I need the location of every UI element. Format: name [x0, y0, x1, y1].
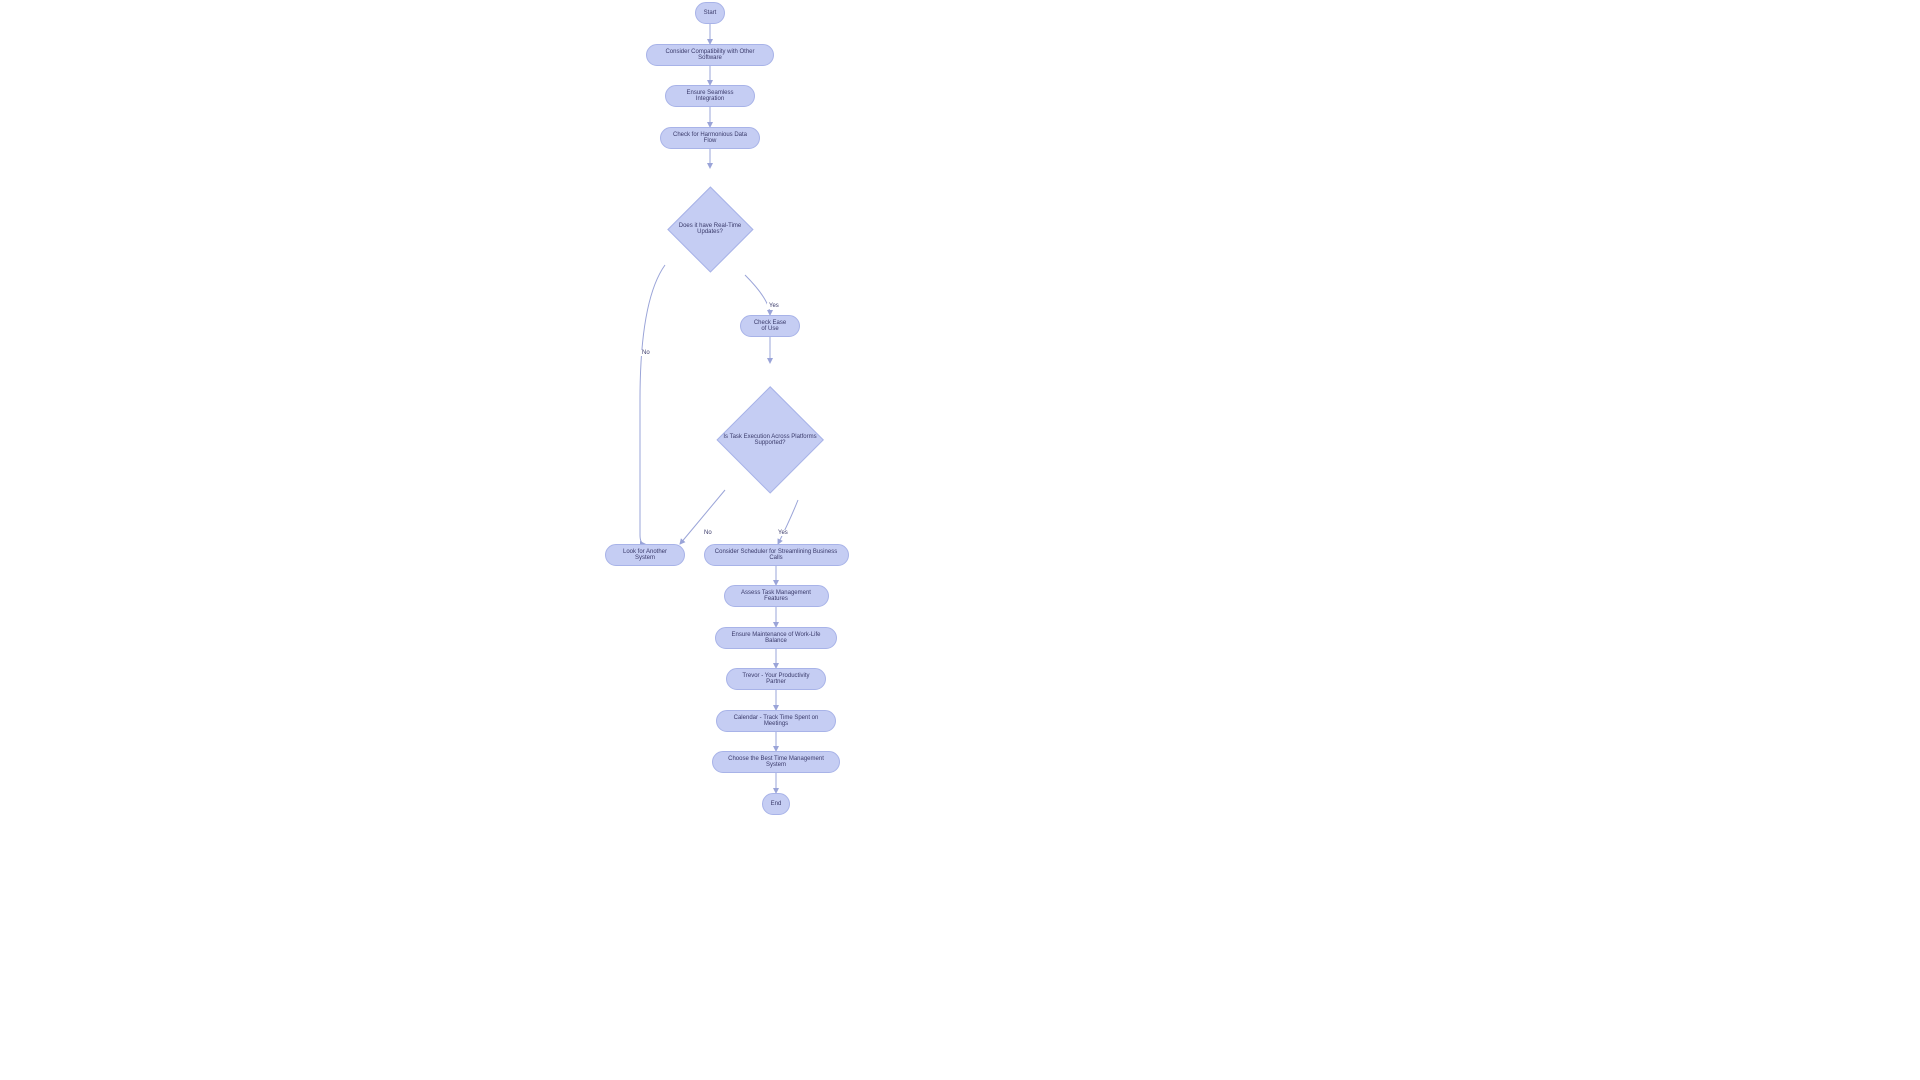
node-label: Assess Task Management Features [735, 590, 818, 602]
node-label: Does it have Real-Time Updates? [667, 223, 753, 235]
node-end: End [762, 793, 790, 815]
node-label: Consider Compatibility with Other Softwa… [657, 49, 763, 61]
node-worklife: Ensure Maintenance of Work-Life Balance [715, 627, 837, 649]
edge-label: No [640, 350, 652, 356]
node-label: Start [704, 10, 717, 16]
edge-label: Yes [776, 530, 790, 536]
node-another: Look for Another System [605, 544, 685, 566]
node-trevor: Trevor - Your Productivity Partner [726, 668, 826, 690]
edge-realtime-ease [745, 275, 770, 315]
node-start: Start [695, 2, 725, 24]
node-ease: Check Ease of Use [740, 315, 800, 337]
node-compat: Consider Compatibility with Other Softwa… [646, 44, 774, 66]
node-realtime: Does it have Real-Time Updates? [667, 186, 753, 272]
node-calendar: Calendar - Track Time Spent on Meetings [716, 710, 836, 732]
node-label: Consider Scheduler for Streamlining Busi… [715, 549, 838, 561]
node-label: End [771, 801, 782, 807]
node-choose: Choose the Best Time Management System [712, 751, 840, 773]
edge-label: Yes [767, 303, 781, 309]
edge-realtime-another [640, 265, 665, 544]
edges-svg [0, 0, 1920, 1080]
node-label: Is Task Execution Across Platforms Suppo… [716, 434, 824, 446]
node-label: Trevor - Your Productivity Partner [737, 673, 815, 685]
node-label: Look for Another System [616, 549, 674, 561]
node-integ: Ensure Seamless Integration [665, 85, 755, 107]
node-label: Check Ease of Use [751, 320, 789, 332]
node-label: Ensure Seamless Integration [676, 90, 744, 102]
edge-label: No [702, 530, 714, 536]
node-label: Calendar - Track Time Spent on Meetings [727, 715, 825, 727]
node-scheduler: Consider Scheduler for Streamlining Busi… [704, 544, 849, 566]
node-taskmgmt: Assess Task Management Features [724, 585, 829, 607]
flowchart-container: Start Consider Compatibility with Other S… [0, 0, 1920, 1080]
node-dataflow: Check for Harmonious Data Flow [660, 127, 760, 149]
edge-platforms-scheduler [778, 500, 798, 544]
node-platforms: Is Task Execution Across Platforms Suppo… [716, 386, 824, 494]
node-label: Check for Harmonious Data Flow [671, 132, 749, 144]
node-label: Ensure Maintenance of Work-Life Balance [726, 632, 826, 644]
node-label: Choose the Best Time Management System [723, 756, 829, 768]
